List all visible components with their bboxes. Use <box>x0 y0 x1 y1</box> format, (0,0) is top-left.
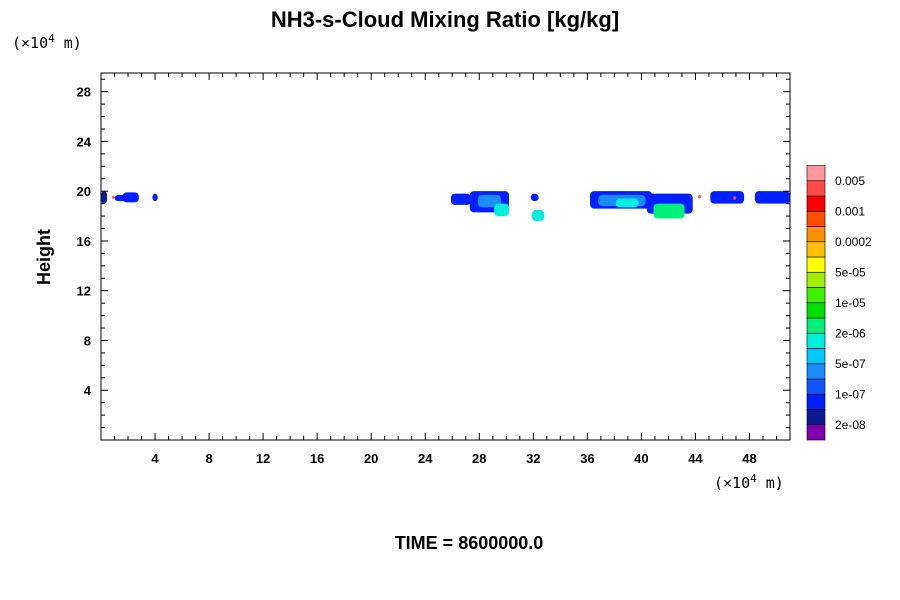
plot-frame <box>100 72 791 441</box>
colorbar-swatch <box>806 256 826 273</box>
cloud-patch <box>111 196 115 199</box>
x-tick-label: 20 <box>364 451 378 466</box>
colorbar-swatch <box>806 226 826 243</box>
cloud-patch <box>494 203 509 217</box>
colorbar-label: 1e-05 <box>835 296 866 310</box>
x-tick-label: 48 <box>742 451 756 466</box>
y-axis-label: Height <box>34 229 54 285</box>
colorbar-label: 1e-07 <box>835 387 866 401</box>
cloud-patch <box>754 191 790 204</box>
x-tick-label: 16 <box>310 451 324 466</box>
cloud-patch <box>101 191 108 204</box>
colorbar-swatch <box>806 195 826 212</box>
cloud-patch <box>710 191 745 204</box>
colorbar-swatch <box>806 317 826 334</box>
y-unit-label: (×104 m) <box>12 32 82 52</box>
colorbar-swatch <box>806 348 826 365</box>
time-label: TIME = 8600000.0 <box>395 533 544 553</box>
colorbar-swatch <box>806 393 826 410</box>
x-tick-label: 32 <box>526 451 540 466</box>
colorbar-swatch <box>806 378 826 395</box>
x-tick-label: 8 <box>205 451 212 466</box>
colorbar-label: 0.005 <box>835 174 865 188</box>
y-tick-label: 8 <box>84 333 91 348</box>
y-tick-label: 4 <box>84 383 92 398</box>
cloud-patch <box>450 193 472 205</box>
x-tick-label: 4 <box>151 451 159 466</box>
cloud-patch <box>152 193 158 202</box>
cloud-patch <box>122 192 139 203</box>
y-tick-label: 12 <box>77 284 91 299</box>
colorbar-swatch <box>806 409 826 426</box>
colorbar-label: 5e-07 <box>835 357 866 371</box>
y-tick-label: 24 <box>77 134 92 149</box>
cloud-patch <box>530 193 539 202</box>
y-tick-label: 20 <box>77 184 91 199</box>
colorbar-swatch <box>806 363 826 380</box>
chart-title: NH3-s-Cloud Mixing Ratio [kg/kg] <box>271 7 619 32</box>
colorbar-swatch <box>806 210 826 227</box>
colorbar-swatch <box>806 271 826 288</box>
cloud-patch <box>653 203 685 219</box>
plot-area <box>100 72 791 441</box>
x-tick-label: 36 <box>580 451 594 466</box>
x-tick-label: 40 <box>634 451 648 466</box>
colorbar-swatch <box>806 424 826 441</box>
colorbar-swatch <box>806 241 826 258</box>
cloud-patch <box>477 194 501 208</box>
colorbar-label: 0.001 <box>835 204 865 218</box>
colorbar-label: 5e-05 <box>835 265 866 279</box>
colorbar-swatch <box>806 332 826 349</box>
y-tick-label: 28 <box>77 85 91 100</box>
colorbar-swatch <box>806 287 826 304</box>
x-tick-label: 24 <box>418 451 433 466</box>
colorbar-swatch <box>806 302 826 319</box>
colorbar-label: 2e-06 <box>835 326 866 340</box>
colorbar-swatch <box>806 165 826 182</box>
cloud-patch <box>615 198 639 208</box>
cloud-patch <box>531 209 545 222</box>
x-unit-label: (×104 m) <box>714 472 784 492</box>
x-tick-label: 28 <box>472 451 486 466</box>
x-tick-label: 44 <box>688 451 703 466</box>
colorbar: 2e-08 1e-07 5e-07 2e-06 1e-05 5e-05 0.0002 0.00… <box>806 165 872 441</box>
colorbar-label: 0.0002 <box>835 235 872 249</box>
colorbar-swatch <box>806 180 826 197</box>
y-tick-label: 16 <box>77 234 91 249</box>
cloud-patch <box>733 196 736 200</box>
x-tick-label: 12 <box>256 451 270 466</box>
cloud-patch <box>698 194 701 199</box>
colorbar-label: 2e-08 <box>835 418 866 432</box>
